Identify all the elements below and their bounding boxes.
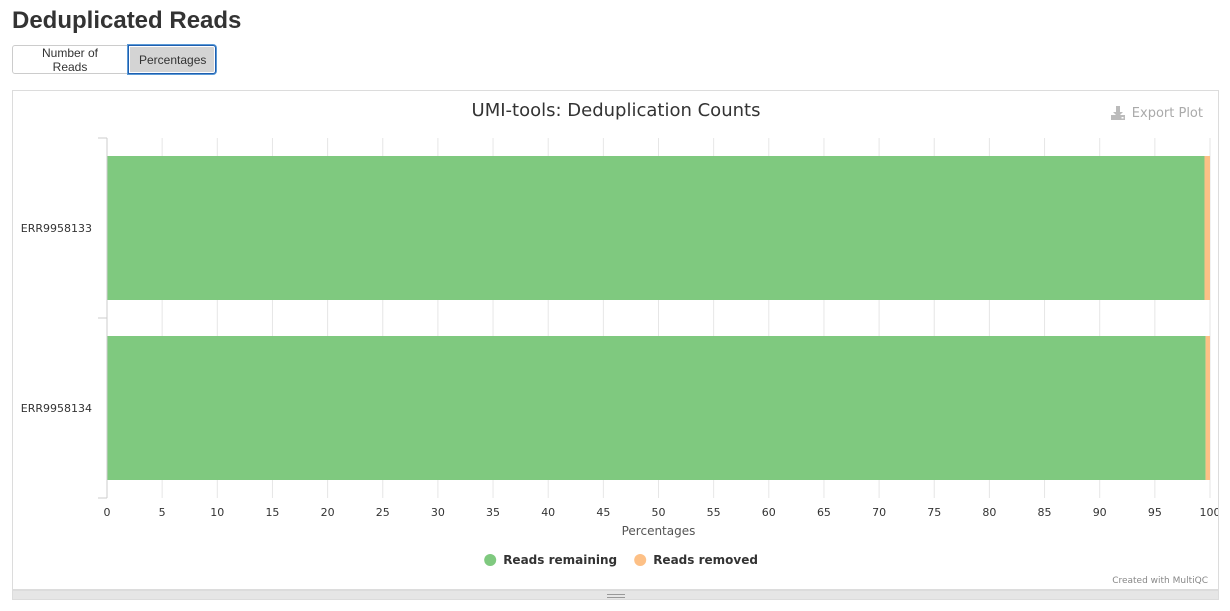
stacked-bar-chart: UMI-tools: Deduplication Counts ERR995813… (21, 100, 1219, 567)
x-tick-label: 10 (210, 506, 224, 519)
x-tick-label: 75 (927, 506, 941, 519)
x-axis-label: Percentages (622, 524, 696, 538)
resize-grip-icon (606, 594, 625, 598)
x-tick-label: 15 (265, 506, 279, 519)
x-tick-label: 40 (541, 506, 555, 519)
number-of-reads-button[interactable]: Number of Reads (12, 45, 128, 74)
y-tick-label: ERR9958134 (21, 402, 92, 415)
x-tick-label: 45 (596, 506, 610, 519)
bar-reads-remaining-err9958134 (107, 336, 1206, 480)
legend-marker-reads-remaining (484, 554, 497, 566)
x-tick-label: 35 (486, 506, 500, 519)
x-tick-label: 65 (817, 506, 831, 519)
percentages-button[interactable]: Percentages (128, 45, 216, 74)
x-tick-label: 50 (652, 506, 666, 519)
view-toggle: Number of Reads Percentages (12, 45, 216, 74)
bar-reads-removed-err9958133 (1204, 156, 1210, 300)
x-tick-label: 95 (1148, 506, 1162, 519)
x-tick-label: 70 (872, 506, 886, 519)
legend-label-reads-remaining: Reads remaining (503, 553, 617, 567)
x-tick-label: 60 (762, 506, 776, 519)
x-tick-label: 20 (321, 506, 335, 519)
x-tick-label: 25 (376, 506, 390, 519)
legend-label-reads-removed: Reads removed (653, 553, 758, 567)
created-with-credit: Created with MultiQC (1112, 576, 1208, 586)
export-plot-button[interactable]: Export Plot (1110, 105, 1203, 121)
y-tick-label: ERR9958133 (21, 222, 92, 235)
x-tick-label: 55 (707, 506, 721, 519)
x-tick-label: 85 (1038, 506, 1052, 519)
download-icon (1110, 106, 1125, 120)
bar-reads-removed-err9958134 (1205, 336, 1210, 480)
x-tick-label: 0 (104, 506, 111, 519)
plot-resize-handle[interactable] (12, 590, 1219, 600)
page-title: Deduplicated Reads (12, 7, 242, 34)
x-tick-label: 5 (159, 506, 166, 519)
plot-container: Export Plot UMI-tools: Deduplication Cou… (12, 90, 1219, 590)
chart-title: UMI-tools: Deduplication Counts (472, 100, 761, 121)
x-tick-label: 100 (1200, 506, 1219, 519)
export-plot-label: Export Plot (1131, 105, 1203, 121)
x-tick-label: 90 (1093, 506, 1107, 519)
x-tick-label: 30 (431, 506, 445, 519)
legend-marker-reads-removed (634, 554, 647, 566)
x-tick-label: 80 (982, 506, 996, 519)
bar-reads-remaining-err9958133 (107, 156, 1205, 300)
